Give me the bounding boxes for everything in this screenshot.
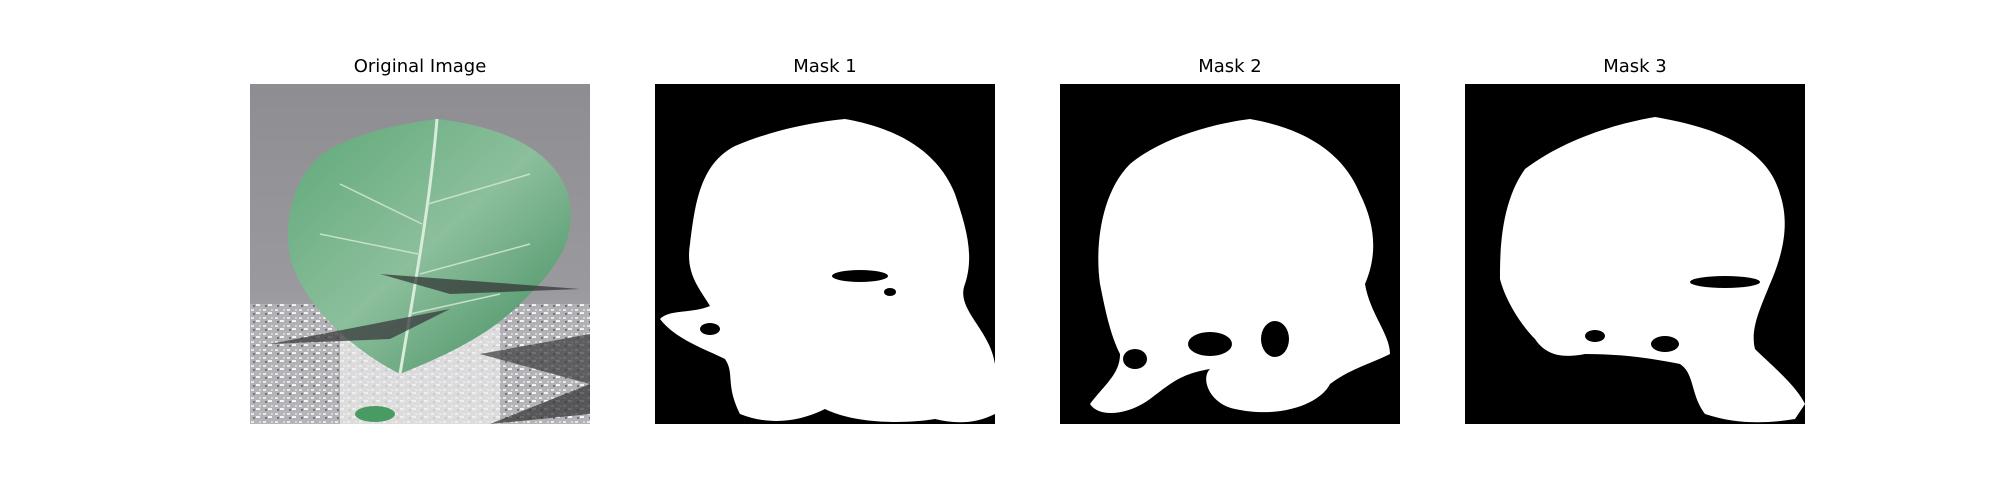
- panel-title: Original Image: [353, 56, 487, 77]
- mask-2-shape: [1060, 84, 1400, 424]
- mask-image: [1060, 84, 1400, 424]
- mask-3-shape: [1465, 84, 1805, 424]
- leaf-photo: [250, 84, 590, 424]
- original-image: [250, 84, 590, 424]
- mask-image: [1465, 84, 1805, 424]
- panel-title: Mask 3: [1603, 56, 1667, 77]
- mask-image: [655, 84, 995, 424]
- mask-1-shape: [655, 84, 995, 424]
- panel-title: Mask 2: [1198, 56, 1262, 77]
- panel-title: Mask 1: [793, 56, 857, 77]
